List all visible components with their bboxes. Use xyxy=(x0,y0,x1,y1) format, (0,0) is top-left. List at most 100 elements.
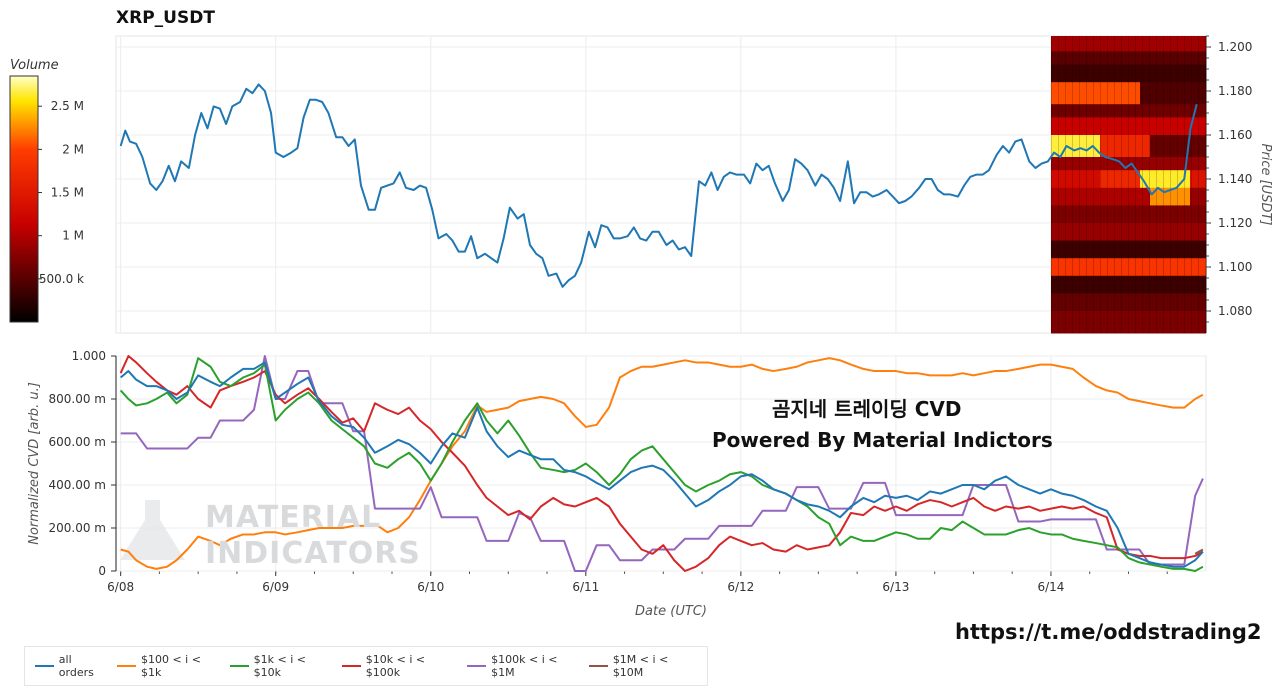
colorbar xyxy=(9,75,39,323)
volume-heatmap-stripe xyxy=(1191,36,1192,333)
legend-label: $1M < i < $10M xyxy=(612,653,669,679)
volume-heatmap-cell xyxy=(1051,223,1206,242)
cvd-y-tick-label: 600.00 m xyxy=(49,435,107,449)
volume-heatmap-stripe xyxy=(1156,36,1157,333)
colorbar-tick-label: 500.0 k xyxy=(39,272,84,286)
volume-heatmap-stripe xyxy=(1128,36,1129,333)
price-y-tick-label: 1.140 xyxy=(1218,172,1252,186)
volume-heatmap-stripe xyxy=(1163,36,1164,333)
watermark-flask-icon xyxy=(120,500,185,560)
volume-heatmap-stripe xyxy=(1135,36,1136,333)
x-tick-label: 6/09 xyxy=(262,580,289,594)
cvd-y-tick-label: 800.00 m xyxy=(49,392,107,406)
volume-heatmap-stripe xyxy=(1121,36,1122,333)
cvd-y-tick-label: 0 xyxy=(98,564,106,578)
volume-heatmap-stripe xyxy=(1114,36,1115,333)
legend-label: $10k < i < $100k xyxy=(365,653,426,679)
chart-title: XRP_USDT xyxy=(116,8,215,28)
price-y-axis-label: Price [USDT] xyxy=(1258,144,1273,226)
legend-label: all orders xyxy=(58,653,94,679)
legend-label: $100 < i < $1k xyxy=(140,653,201,679)
legend-item[interactable]: all orders xyxy=(35,653,107,679)
volume-heatmap-cell xyxy=(1190,170,1206,189)
volume-heatmap-stripe xyxy=(1086,36,1087,333)
volume-heatmap-stripe xyxy=(1079,36,1080,333)
volume-heatmap-cell xyxy=(1051,205,1206,224)
volume-heatmap-cell xyxy=(1051,311,1206,334)
volume-heatmap-stripe xyxy=(1107,36,1108,333)
volume-heatmap-stripe xyxy=(1100,36,1101,333)
legend-label: $1k < i < $10k xyxy=(253,653,307,679)
volume-heatmap-cell xyxy=(1051,36,1206,52)
x-tick-label: 6/10 xyxy=(417,580,444,594)
legend-item[interactable]: $1k < i < $10k xyxy=(229,653,332,679)
volume-heatmap-stripe xyxy=(1149,36,1150,333)
volume-heatmap-cell xyxy=(1150,135,1206,158)
volume-heatmap-stripe xyxy=(1205,36,1206,333)
colorbar-tick-label: 2 M xyxy=(62,142,84,156)
colorbar-tick-label: 1 M xyxy=(62,229,84,243)
price-y-tick-label: 1.200 xyxy=(1218,40,1252,54)
volume-heatmap-stripe xyxy=(1093,36,1094,333)
volume-heatmap-stripe xyxy=(1065,36,1066,333)
legend-item[interactable]: $100k < i < $1M xyxy=(467,653,579,679)
x-tick-label: 6/13 xyxy=(882,580,909,594)
legend-swatch xyxy=(229,665,249,667)
volume-heatmap-cell xyxy=(1100,135,1150,158)
volume-heatmap-cell xyxy=(1051,187,1150,206)
price-y-tick-label: 1.120 xyxy=(1218,216,1252,230)
cvd-plot-area xyxy=(115,355,1207,572)
volume-heatmap-cell xyxy=(1150,187,1190,206)
cvd-series-line xyxy=(1194,548,1204,555)
price-y-tick-label: 1.160 xyxy=(1218,128,1252,142)
volume-heatmap-cell xyxy=(1100,170,1140,189)
legend-item[interactable]: $1M < i < $10M xyxy=(588,653,697,679)
volume-heatmap-cell xyxy=(1140,170,1190,189)
legend-label: $100k < i < $1M xyxy=(491,653,558,679)
price-plot-area xyxy=(115,35,1207,334)
volume-heatmap-cell xyxy=(1051,64,1206,83)
colorbar-tick-label: 2.5 M xyxy=(51,99,84,113)
legend-swatch xyxy=(588,665,608,667)
price-y-tick-label: 1.180 xyxy=(1218,84,1252,98)
legend: all orders $100 < i < $1k $1k < i < $10k $1… xyxy=(24,646,708,686)
legend-item[interactable]: $100 < i < $1k xyxy=(117,653,220,679)
colorbar-tick-label: 1.5 M xyxy=(51,186,84,200)
overlay-caption: 곰지네 트레이딩 CVD xyxy=(772,397,962,421)
cvd-series-line xyxy=(119,355,1204,572)
cvd-series-line xyxy=(120,357,1204,570)
volume-heatmap-stripe xyxy=(1184,36,1185,333)
legend-swatch xyxy=(467,665,487,667)
volume-heatmap-cell xyxy=(1051,104,1206,118)
cvd-y-axis-label: Normalized CVD [arb. u.] xyxy=(27,382,42,545)
volume-heatmap-cell xyxy=(1190,187,1206,206)
legend-item[interactable]: $10k < i < $100k xyxy=(341,653,457,679)
volume-heatmap-cell xyxy=(1051,293,1206,312)
cvd-y-tick-label: 1.000 xyxy=(72,349,106,363)
x-tick-label: 6/14 xyxy=(1037,580,1064,594)
cvd-y-tick-label: 200.00 m xyxy=(49,521,107,535)
chart-canvas: 6/08 6/09 6/10 6/11 6/12 6/13 6/14 Date (UTC) 1.… xyxy=(9,35,1273,619)
colorbar-title: Volume xyxy=(10,58,59,73)
telegram-link[interactable]: https://t.me/oddstrading2 xyxy=(955,620,1262,644)
volume-heatmap-cell xyxy=(1051,258,1206,277)
legend-swatch xyxy=(35,665,54,667)
volume-heatmap-cell xyxy=(1051,240,1206,259)
volume-heatmap-stripe xyxy=(1177,36,1178,333)
x-tick-label: 6/12 xyxy=(727,580,754,594)
volume-heatmap-cell xyxy=(1051,157,1206,171)
volume-heatmap-cell xyxy=(1051,170,1100,189)
volume-heatmap-stripe xyxy=(1051,36,1052,333)
volume-heatmap-cell xyxy=(1051,82,1140,105)
volume-heatmap-stripe xyxy=(1072,36,1073,333)
volume-heatmap-cell xyxy=(1051,51,1206,66)
watermark: MATERIAL INDICATORS xyxy=(205,500,421,572)
price-line xyxy=(119,83,1198,288)
x-tick-label: 6/11 xyxy=(572,580,599,594)
legend-swatch xyxy=(341,665,361,667)
volume-heatmap-stripe xyxy=(1142,36,1143,333)
overlay-powered-by: Powered By Material Indictors xyxy=(712,428,1053,452)
watermark-line-2: INDICATORS xyxy=(205,536,421,571)
price-y-tick-label: 1.100 xyxy=(1218,260,1252,274)
cvd-series-line xyxy=(119,357,1204,572)
